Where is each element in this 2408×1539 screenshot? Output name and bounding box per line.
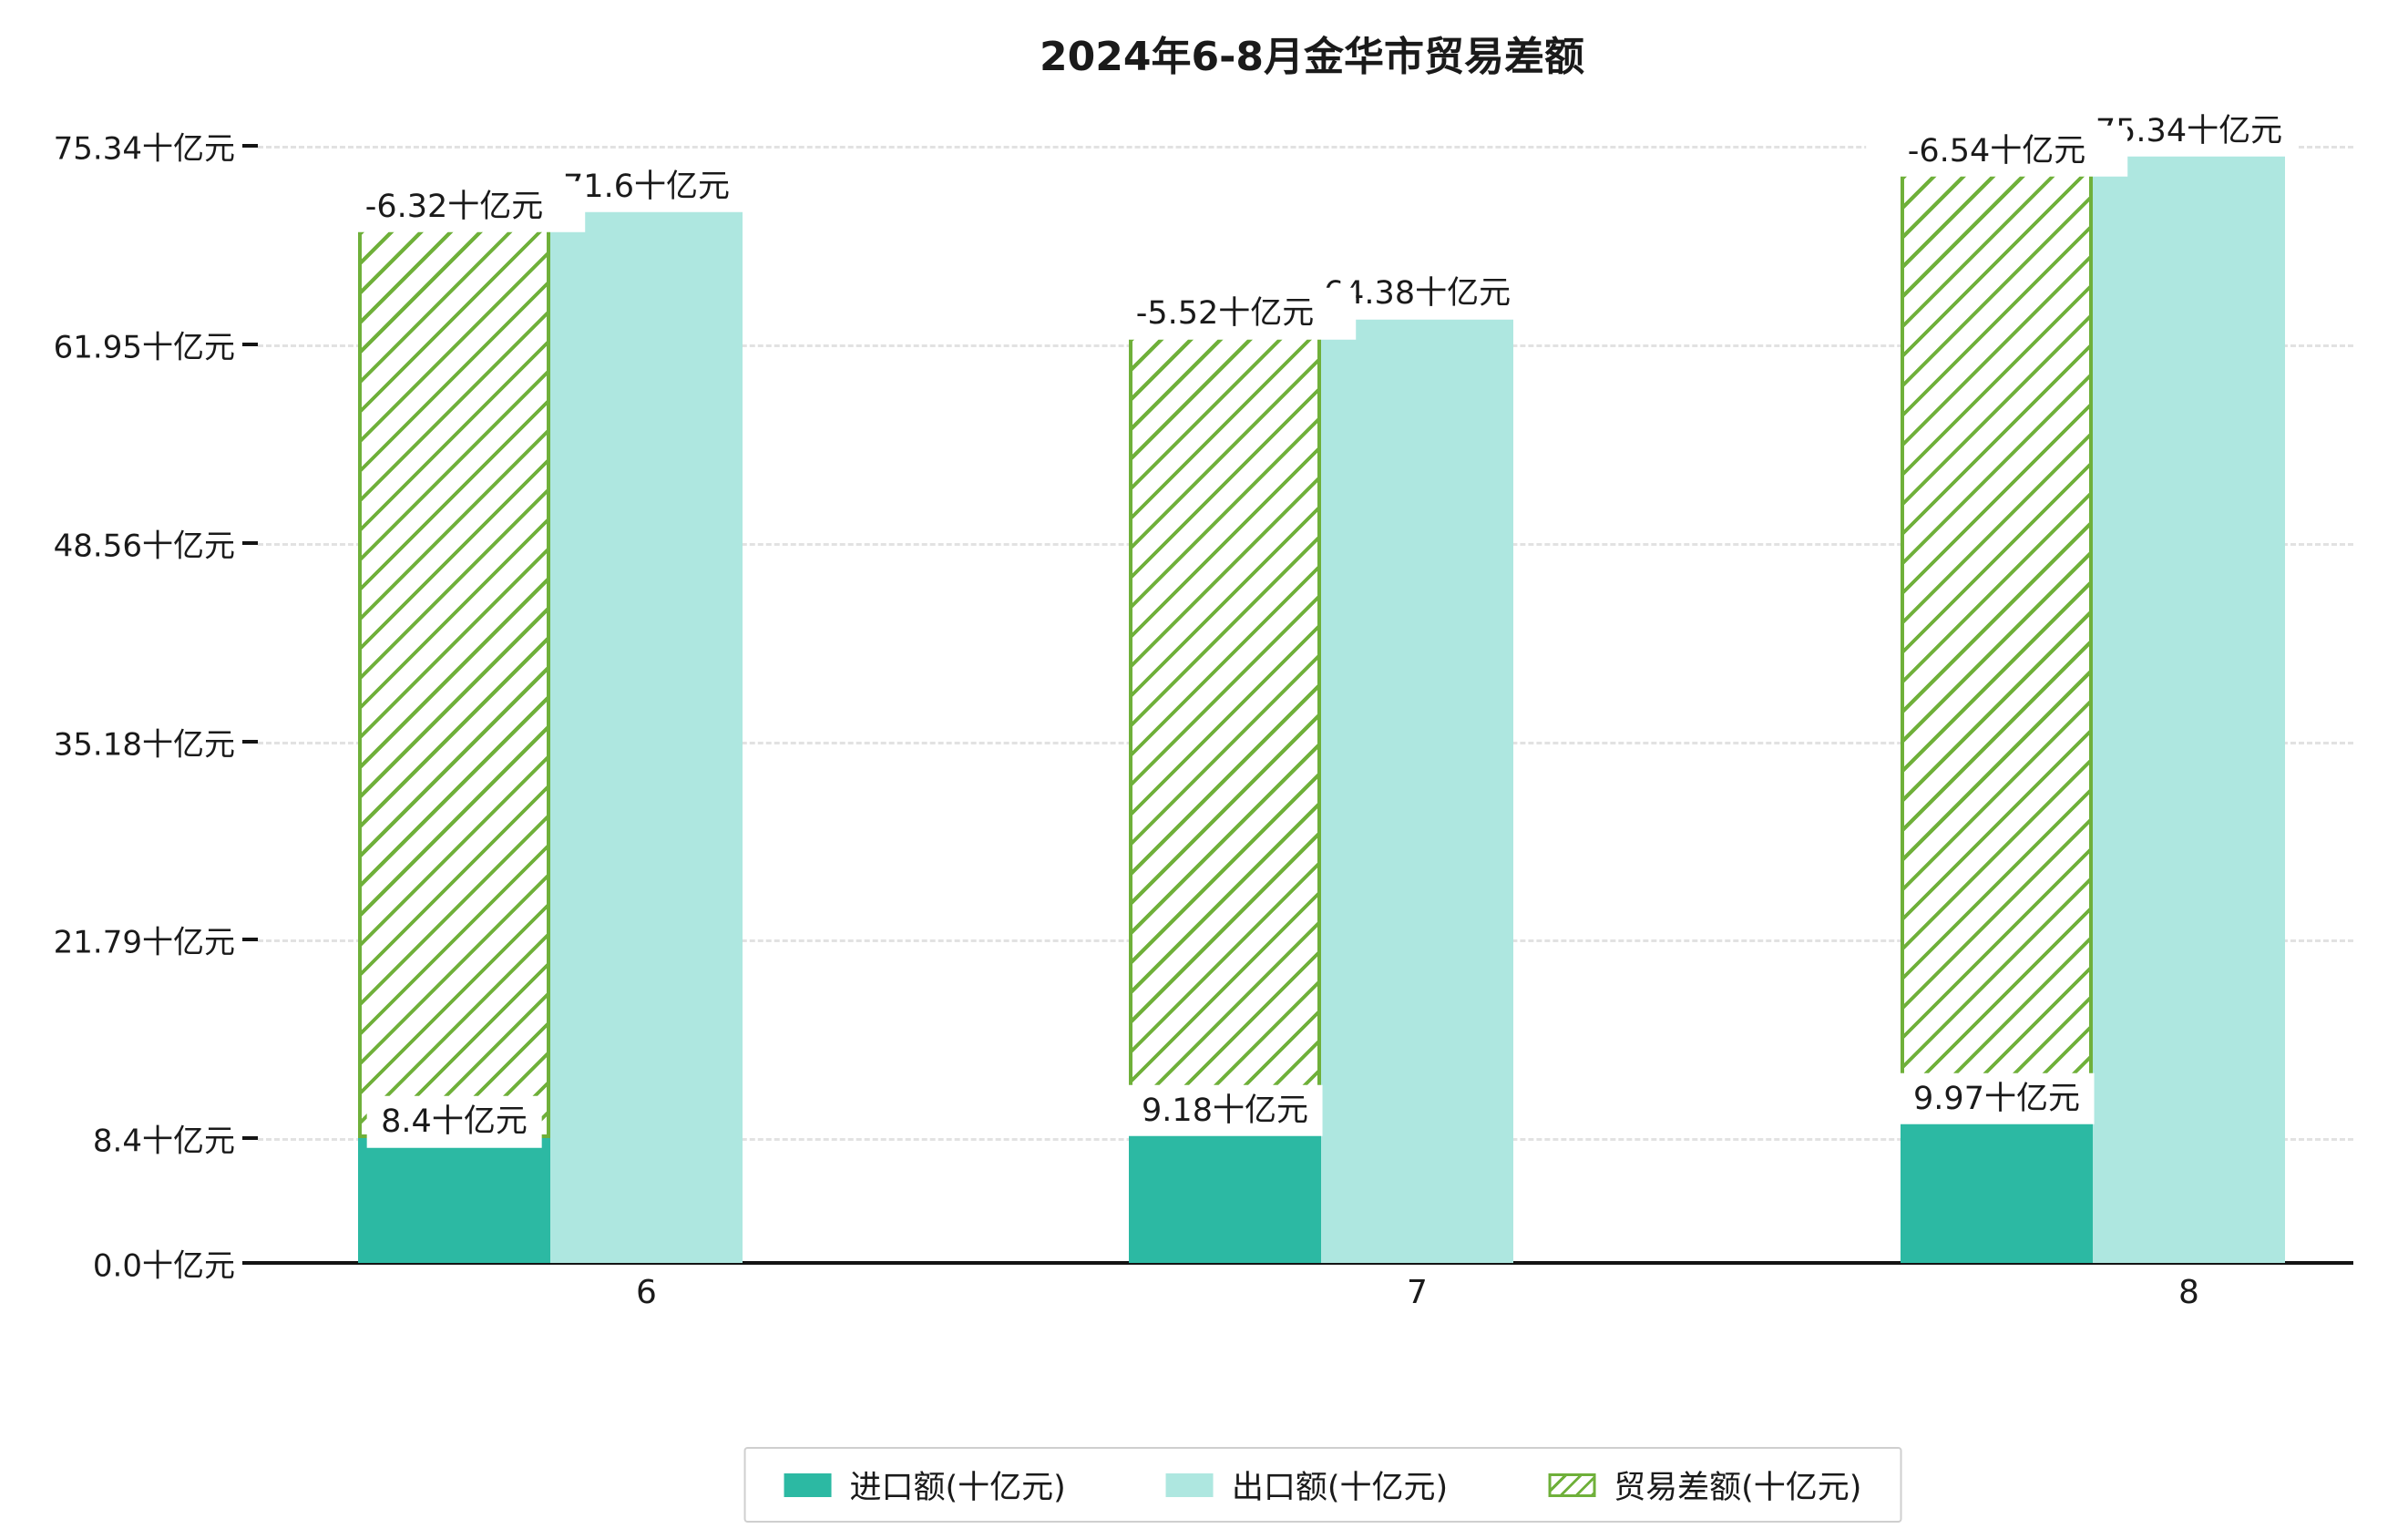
x-tick-label: 8 [2178, 1274, 2199, 1311]
y-tick-mark [242, 739, 258, 744]
import-bar-label-month-6: 8.4十亿元 [366, 1096, 542, 1148]
legend-item-trade-balance: 贸易差额(十亿元) [1548, 1462, 1861, 1508]
export-bar-month-6 [550, 200, 743, 1263]
import-bar-label-month-7: 9.18十亿元 [1127, 1084, 1323, 1136]
trade-balance-bar-month-8 [1901, 146, 2093, 1115]
chart-title: 2024年6-8月金华市贸易差额 [1040, 34, 1584, 80]
y-tick-label: 21.79十亿元 [53, 924, 235, 961]
y-tick-mark [242, 1261, 258, 1265]
y-tick-label: 8.4十亿元 [92, 1123, 235, 1160]
legend-item-import: 进口额(十亿元) [784, 1462, 1066, 1508]
trade-balance-label-month-7: -5.52十亿元 [1093, 288, 1357, 340]
y-tick-mark [242, 342, 258, 346]
import-bar-label-month-8: 9.97十亿元 [1899, 1072, 2095, 1124]
y-tick-label: 0.0十亿元 [92, 1247, 235, 1285]
trade-balance-label-month-8: -6.54十亿元 [1865, 125, 2128, 177]
y-tick-label: 35.18十亿元 [53, 726, 235, 764]
import-bar-month-7 [1129, 1126, 1321, 1263]
y-tick-mark [242, 1136, 258, 1141]
legend-label-export: 出口额(十亿元) [1231, 1470, 1449, 1506]
y-tick-mark [242, 938, 258, 942]
legend-swatch-export-icon [1165, 1472, 1214, 1497]
trade-balance-label-month-6: -6.32十亿元 [323, 180, 586, 232]
export-bar-month-7 [1321, 308, 1513, 1263]
export-bar-month-8 [2093, 146, 2285, 1263]
legend-swatch-trade-balance-icon [1548, 1472, 1596, 1497]
trade-balance-bar-month-6 [358, 200, 550, 1139]
y-tick-label: 75.34十亿元 [53, 130, 235, 168]
trade-balance-bar-month-7 [1129, 308, 1321, 1127]
y-tick-mark [242, 144, 258, 148]
x-tick-label: 7 [1407, 1274, 1428, 1311]
legend: 进口额(十亿元) 出口额(十亿元) 贸易差额(十亿元) [743, 1447, 1902, 1523]
x-axis-line [258, 1261, 2353, 1265]
y-tick-label: 48.56十亿元 [53, 528, 235, 565]
gridline [258, 146, 2353, 149]
import-bar-month-8 [1901, 1114, 2093, 1263]
y-tick-mark [242, 540, 258, 545]
y-tick-label: 61.95十亿元 [53, 329, 235, 366]
import-bar-month-6 [358, 1138, 550, 1263]
legend-item-export: 出口额(十亿元) [1165, 1462, 1449, 1508]
x-tick-label: 6 [636, 1274, 657, 1311]
legend-swatch-import-icon [784, 1472, 832, 1497]
legend-label-import: 进口额(十亿元) [849, 1470, 1066, 1506]
legend-label-trade-balance: 贸易差额(十亿元) [1614, 1470, 1862, 1506]
